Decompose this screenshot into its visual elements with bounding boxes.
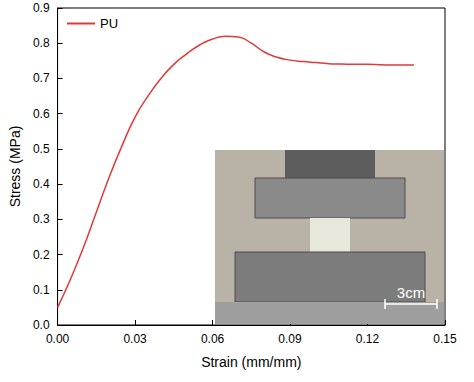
svg-text:Stress (MPa): Stress (MPa) (7, 126, 23, 208)
svg-text:0.6: 0.6 (33, 107, 50, 121)
svg-text:0.0: 0.0 (33, 318, 50, 332)
svg-text:0.5: 0.5 (33, 142, 50, 156)
svg-text:0.1: 0.1 (33, 283, 50, 297)
svg-text:0.12: 0.12 (356, 332, 380, 346)
svg-text:0.7: 0.7 (33, 71, 50, 85)
svg-text:0.00: 0.00 (46, 332, 70, 346)
svg-text:0.06: 0.06 (201, 332, 225, 346)
svg-text:Strain (mm/mm): Strain (mm/mm) (201, 354, 301, 370)
svg-text:0.15: 0.15 (433, 332, 457, 346)
svg-text:0.8: 0.8 (33, 36, 50, 50)
svg-text:3cm: 3cm (397, 284, 425, 301)
svg-text:PU: PU (100, 16, 118, 31)
svg-text:0.2: 0.2 (33, 248, 50, 262)
svg-text:0.9: 0.9 (33, 1, 50, 15)
svg-text:0.09: 0.09 (278, 332, 302, 346)
svg-text:0.3: 0.3 (33, 212, 50, 226)
svg-text:0.03: 0.03 (123, 332, 147, 346)
svg-text:0.4: 0.4 (33, 177, 50, 191)
